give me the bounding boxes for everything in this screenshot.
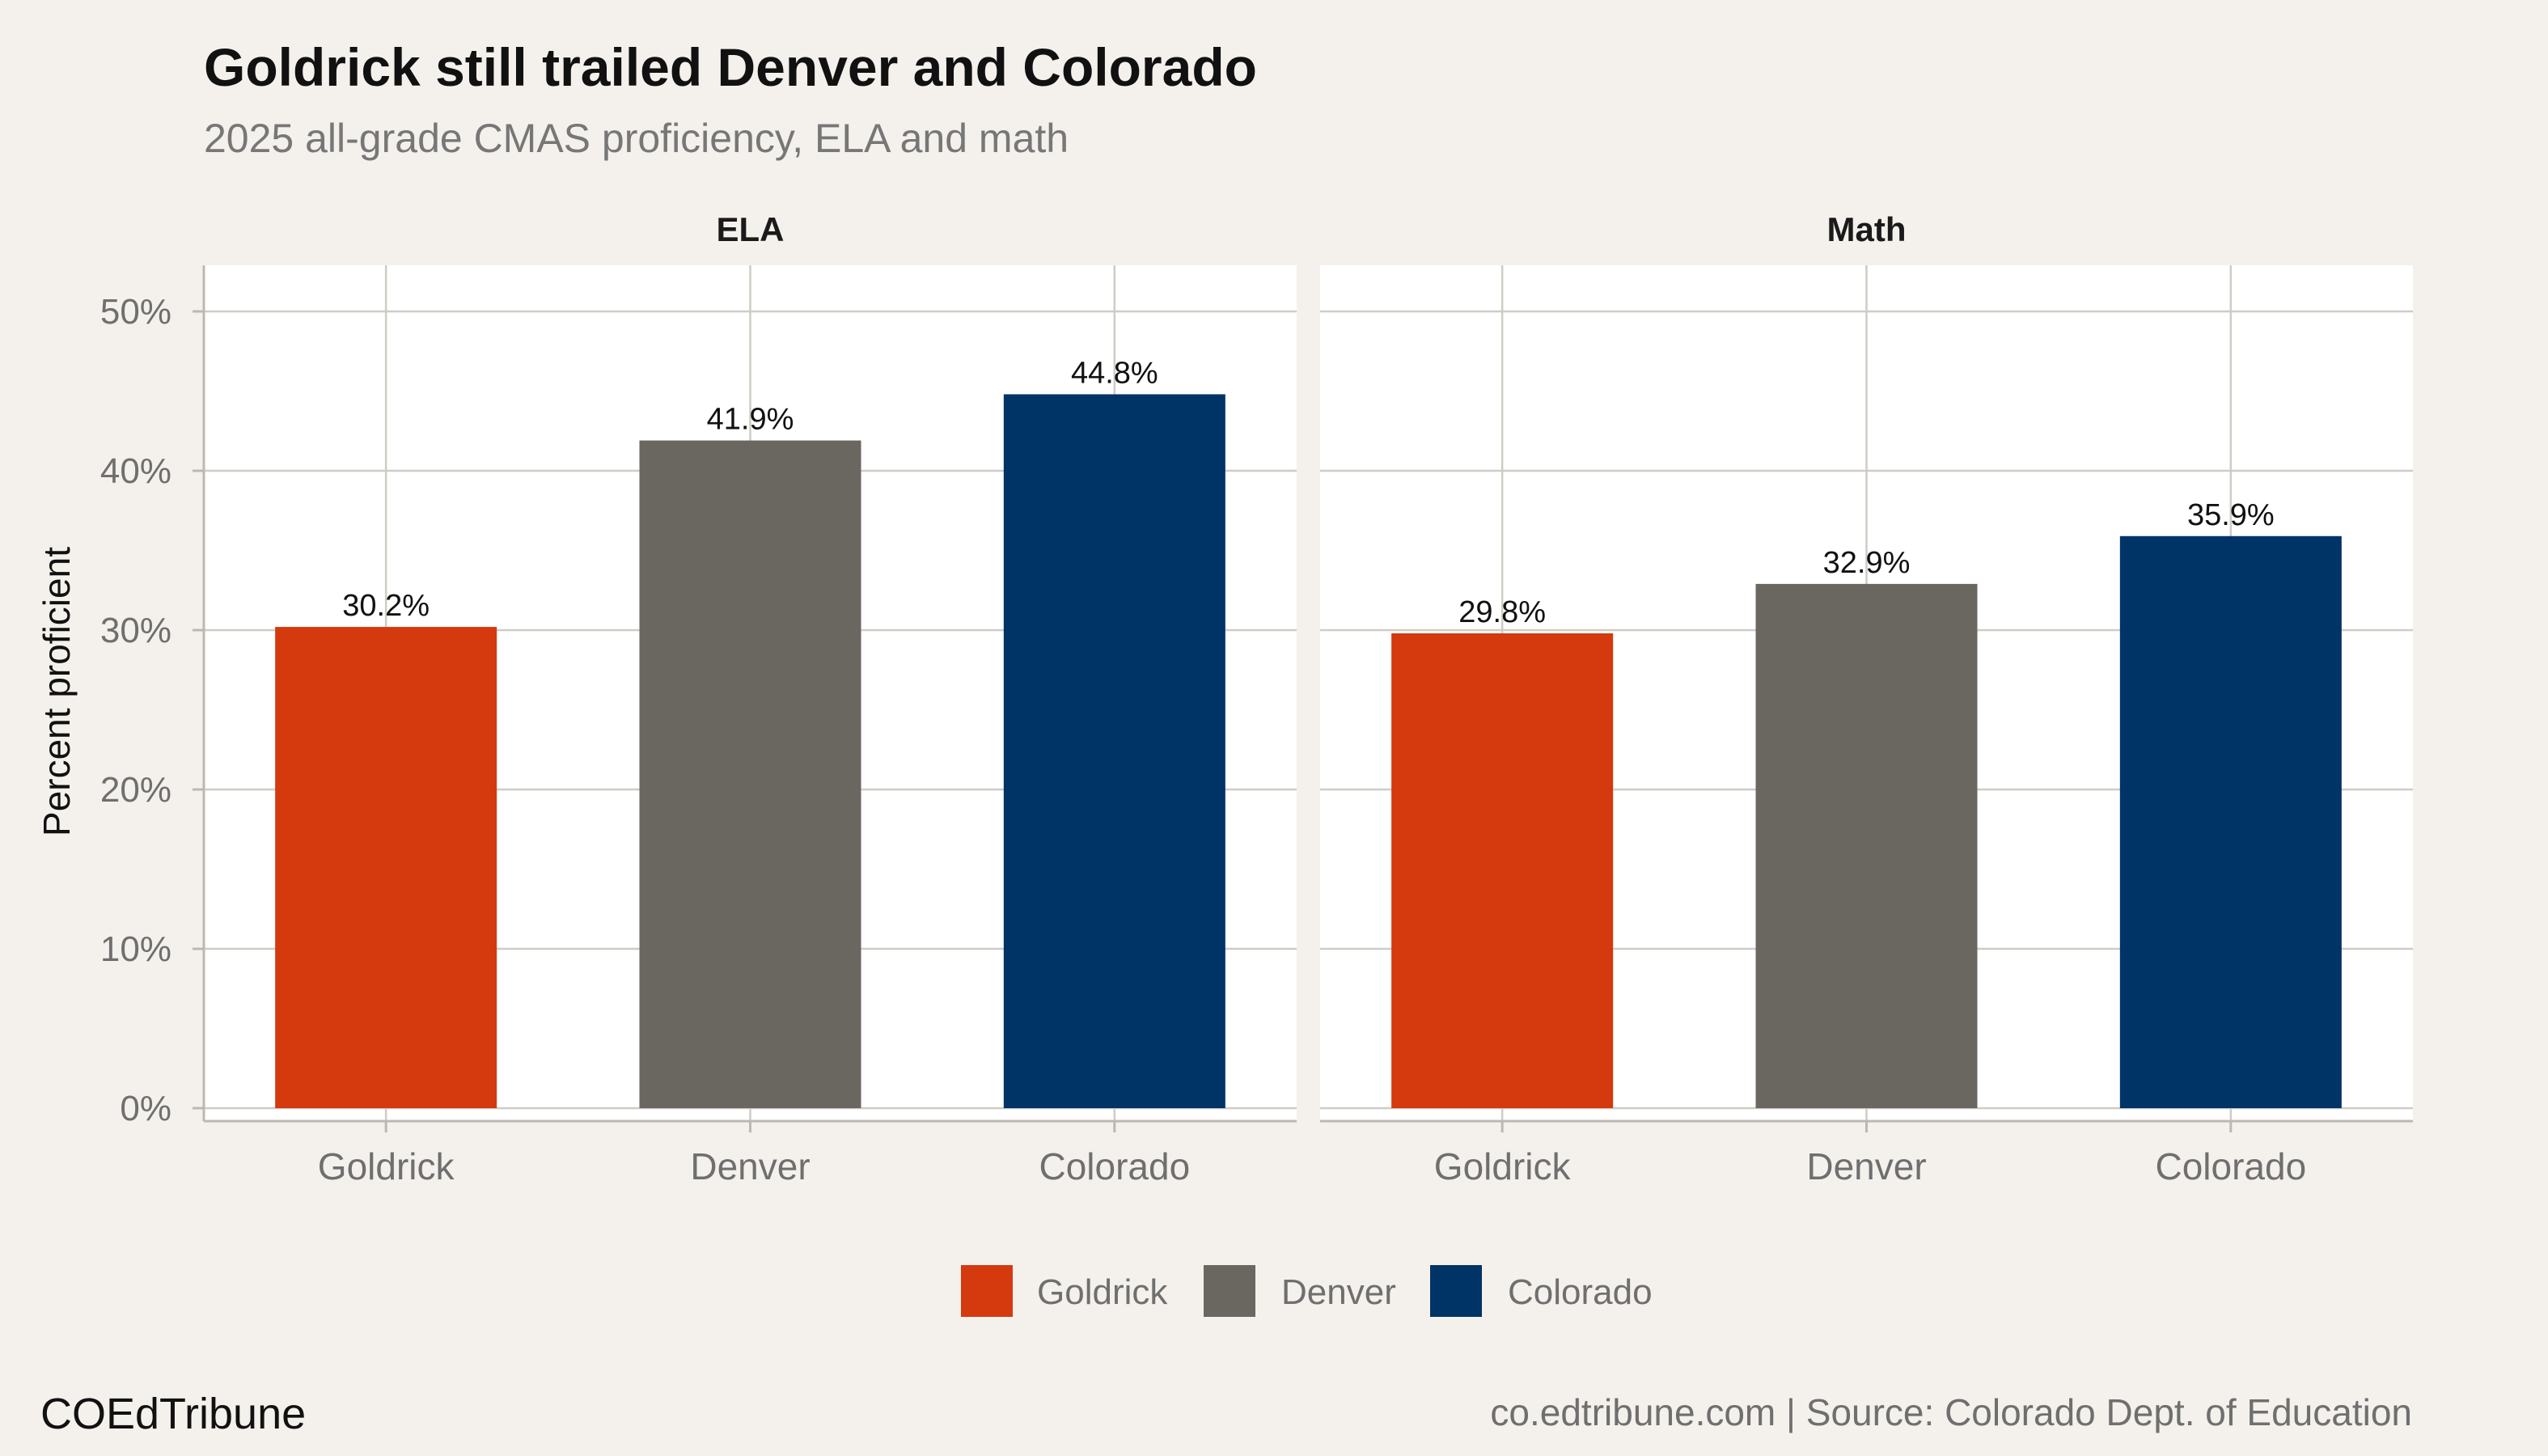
panel-strip-label: ELA [717, 210, 785, 248]
bar-goldrick [275, 627, 497, 1108]
x-tick-label: Colorado [1039, 1145, 1190, 1187]
footer-caption: co.edtribune.com | Source: Colorado Dept… [1490, 1391, 2412, 1433]
data-label: 44.8% [1071, 356, 1158, 390]
data-label: 35.9% [2187, 498, 2275, 532]
legend-label: Goldrick [1037, 1272, 1168, 1312]
legend-swatch [1430, 1265, 1482, 1317]
bar-goldrick [1391, 633, 1614, 1108]
x-tick-label: Denver [690, 1145, 810, 1187]
x-tick-label: Colorado [2155, 1145, 2306, 1187]
bar-denver [639, 440, 861, 1108]
chart-title: Goldrick still trailed Denver and Colora… [204, 37, 1257, 97]
y-tick-label: 10% [100, 929, 171, 969]
legend-label: Denver [1281, 1272, 1396, 1312]
y-tick-label: 50% [100, 292, 171, 332]
data-label: 41.9% [707, 403, 794, 437]
panel-math: Math 29.8% Goldrick 32.9% Denver 35.9% Colorad… [1320, 210, 2413, 1187]
y-tick-label: 0% [120, 1089, 171, 1128]
y-tick-label: 30% [100, 611, 171, 650]
legend: Goldrick Denver Colorado [961, 1265, 1653, 1317]
footer-brand: COEdTribune [40, 1390, 306, 1438]
legend-swatch [961, 1265, 1013, 1317]
chart-subtitle: 2025 all-grade CMAS proficiency, ELA and… [204, 116, 1069, 161]
bar-colorado [2119, 535, 2342, 1108]
y-axis: 0% 10% 20% 30% 40% 50% [100, 292, 204, 1128]
facet-panels: ELA 30.2% Goldrick 41.9% Denver 44.8% Colorado… [202, 210, 2413, 1187]
x-tick-label: Goldrick [318, 1145, 455, 1187]
bar-colorado [1003, 394, 1225, 1108]
legend-item-denver: Denver [1204, 1265, 1396, 1317]
y-tick-label: 20% [100, 770, 171, 810]
panel-strip-label: Math [1827, 210, 1907, 248]
data-label: 29.8% [1458, 595, 1546, 629]
data-label: 30.2% [342, 589, 430, 623]
panel-ela: ELA 30.2% Goldrick 41.9% Denver 44.8% Colorado [202, 210, 1297, 1187]
y-axis-label: Percent proficient [36, 547, 78, 836]
x-tick-label: Denver [1806, 1145, 1926, 1187]
x-tick-label: Goldrick [1434, 1145, 1572, 1187]
legend-item-colorado: Colorado [1430, 1265, 1653, 1317]
legend-swatch [1204, 1265, 1255, 1317]
bar-denver [1755, 583, 1978, 1108]
data-label: 32.9% [1823, 546, 1911, 580]
legend-label: Colorado [1508, 1272, 1653, 1312]
y-tick-label: 40% [100, 451, 171, 491]
legend-item-goldrick: Goldrick [961, 1265, 1168, 1317]
